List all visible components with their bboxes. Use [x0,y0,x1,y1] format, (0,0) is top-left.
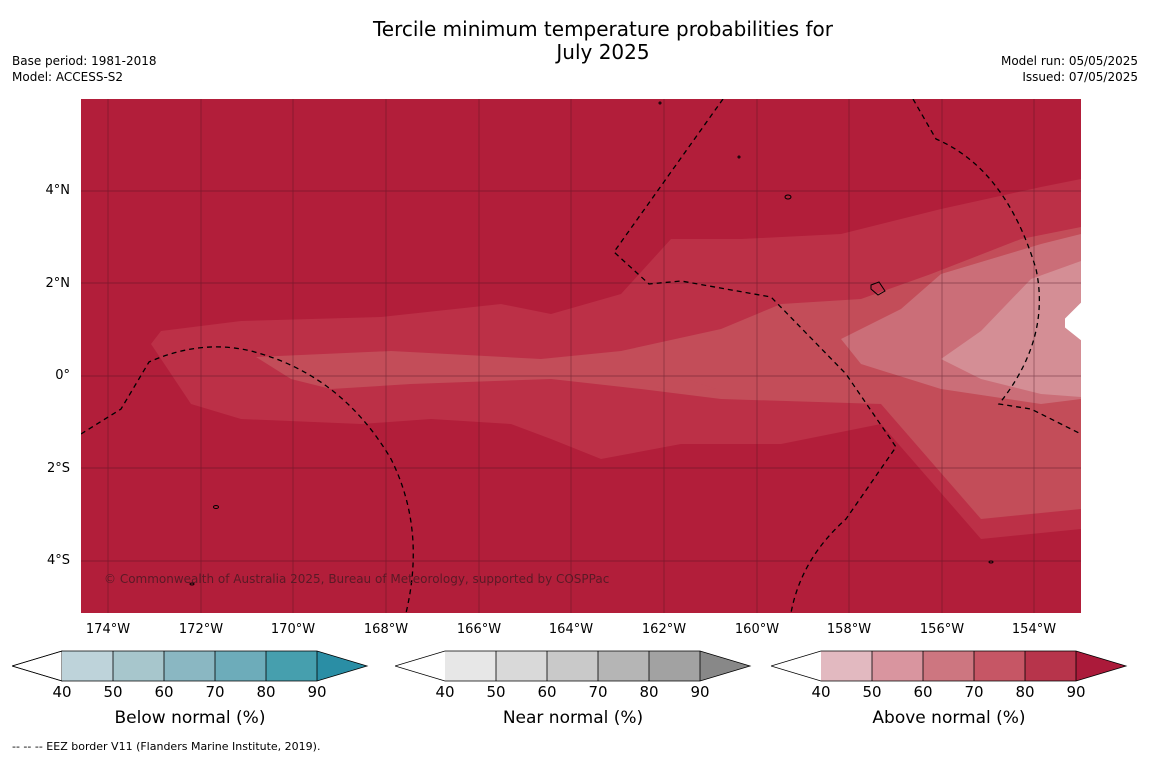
lat-tick-2s: 2°S [46,461,70,476]
island [189,582,195,586]
issued-date-text: Issued: 07/05/2025 [1022,70,1138,84]
lon-tick-172w: 172°W [178,622,224,637]
colorbar-swatch [12,650,63,682]
colorbar-tick: 50 [862,683,882,701]
colorbar-swatch [164,651,215,681]
title-line-1: Tercile minimum temperature probabilitie… [372,17,834,41]
colorbar-swatch [700,651,750,681]
eez-footnote: -- -- -- EEZ border V11 (Flanders Marine… [12,740,321,753]
lon-tick-170w: 170°W [270,622,316,637]
colorbar-tick: 60 [913,683,933,701]
colorbar-swatch [649,651,700,681]
base-period-text: Base period: 1981-2018 [12,54,157,68]
island [870,281,886,296]
colorbar-tick: 60 [154,683,174,701]
colorbar-tick: 80 [639,683,659,701]
colorbar-swatch [771,651,821,681]
colorbar-swatch [496,651,547,681]
colorbar-swatch [598,651,649,681]
model-name-text: Model: ACCESS-S2 [12,70,124,84]
lon-tick-168w: 168°W [363,622,409,637]
colorbar-near-normal [395,650,752,682]
colorbar-swatch [547,651,598,681]
model-run-text: Model run: 05/05/2025 [1000,54,1138,68]
colorbar-tick: 70 [205,683,225,701]
eez-border-east [912,99,1081,435]
colorbar-above-normal [771,650,1128,682]
colorbar-tick: 90 [690,683,710,701]
colorbar-tick: 40 [435,683,455,701]
island [988,560,994,564]
run-info: Model run: 05/05/2025 Issued: 07/05/2025 [1001,53,1138,85]
eez-borders [81,99,1081,613]
colorbar-swatch [113,651,164,681]
colorbar-swatch [395,651,445,681]
colorbar-swatch [821,651,872,681]
contour-near-normal-patch [656,361,716,393]
lat-tick-4s: 4°S [46,553,70,568]
lon-tick-166w: 166°W [456,622,502,637]
eez-border-west [81,346,414,613]
colorbar-swatch [1076,651,1126,681]
colorbar-swatch [923,651,974,681]
island [737,155,741,159]
colorbar-tick: 80 [256,683,276,701]
colorbar-swatch [872,651,923,681]
colorbar-label-near: Near normal (%) [502,708,644,728]
lon-tick-160w: 160°W [734,622,780,637]
colorbar-label-above: Above normal (%) [872,708,1026,728]
colorbar-tick: 70 [964,683,984,701]
colorbar-swatch [215,651,266,681]
eez-border-central [613,99,897,613]
colorbar-tick: 90 [307,683,327,701]
colorbar-tick: 50 [486,683,506,701]
colorbar-swatch [62,651,113,681]
graticule [81,99,1081,613]
lon-tick-156w: 156°W [919,622,965,637]
copyright-notice: © Commonwealth of Australia 2025, Bureau… [104,572,610,586]
lon-tick-174w: 174°W [85,622,131,637]
model-info: Base period: 1981-2018 Model: ACCESS-S2 [12,53,157,85]
lon-tick-162w: 162°W [641,622,687,637]
colorbar-swatch [1025,651,1076,681]
lat-tick-2n: 2°N [45,276,71,291]
island [658,101,662,105]
colorbar-swatch [445,651,496,681]
colorbar-swatch [974,651,1025,681]
chart-title: Tercile minimum temperature probabilitie… [0,18,1150,64]
colorbar-tick: 40 [52,683,72,701]
colorbar-tick: 80 [1015,683,1035,701]
islands [189,101,994,586]
contour-white-region [1065,302,1081,341]
lon-tick-154w: 154°W [1011,622,1057,637]
contour-above-50 [941,261,1081,397]
colorbar-tick: 90 [1066,683,1086,701]
island [213,505,219,509]
colorbar-tick: 50 [103,683,123,701]
colorbar-label-below: Below normal (%) [114,708,266,728]
lat-tick-0: 0° [55,368,70,383]
colorbar-tick: 70 [588,683,608,701]
lon-tick-164w: 164°W [548,622,594,637]
lat-tick-4n: 4°N [45,183,71,198]
colorbar-swatch [317,651,367,681]
colorbar-below-normal [12,650,369,682]
island [784,194,792,200]
colorbar-tick: 60 [537,683,557,701]
lon-tick-158w: 158°W [826,622,872,637]
colorbar-tick: 40 [811,683,831,701]
title-line-2: July 2025 [556,40,650,64]
probability-map [81,99,1081,613]
colorbar-swatch [266,651,317,681]
